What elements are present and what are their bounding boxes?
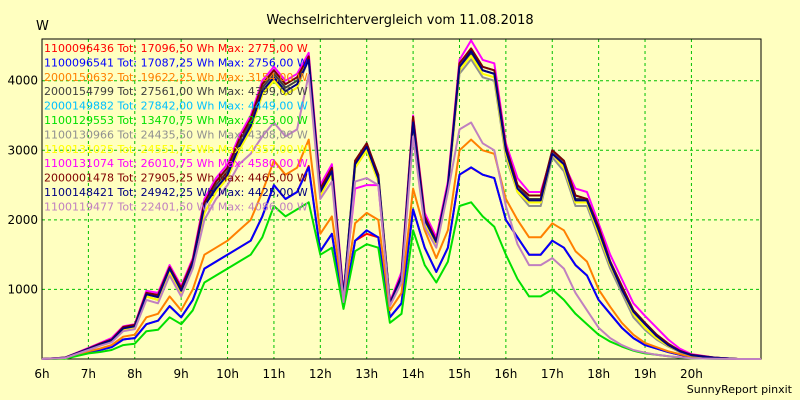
series-line-2000150632 — [41, 138, 761, 360]
series-line-1100129553 — [41, 201, 761, 360]
x-tick-label: 8h — [127, 367, 142, 381]
legend-entry-2000154799: 2000154799 Tot: 27561,00 Wh Max: 4399,00… — [44, 85, 308, 98]
legend-entry-1100148421: 1100148421 Tot: 24942,25 Wh Max: 4425,00… — [44, 186, 308, 199]
series-line-1100148421 — [41, 50, 761, 360]
x-tick-label: 15h — [448, 367, 471, 381]
legend-entry-1100119477: 1100119477 Tot: 22401,50 Wh Max: 4086,00… — [44, 200, 308, 213]
plot-frame — [41, 38, 762, 360]
x-tick-label: 14h — [402, 367, 425, 381]
x-tick-label: 9h — [174, 367, 189, 381]
y-tick-label: 1000 — [7, 282, 38, 296]
y-axis-ticks: 1000 2000 3000 4000 — [7, 74, 38, 297]
legend-entry-2000150632: 2000150632 Tot: 19622,25 Wh Max: 3154,00… — [44, 71, 308, 84]
x-tick-label: 12h — [309, 367, 332, 381]
legend-entry-1100130966: 1100130966 Tot: 24435,50 Wh Max: 4308,00… — [44, 128, 308, 141]
chart-title: Wechselrichtervergleich vom 11.08.2018 — [266, 13, 533, 28]
y-tick-label: 3000 — [7, 143, 38, 157]
x-tick-label: 11h — [262, 367, 285, 381]
legend-entry-1100129553: 1100129553 Tot: 13470,75 Wh Max: 2253,00… — [44, 114, 308, 127]
x-tick-label: 17h — [541, 367, 564, 381]
x-tick-label: 16h — [494, 367, 517, 381]
legend-entry-1100131025: 1100131025 Tot: 24551,75 Wh Max: 4357,00… — [44, 143, 308, 156]
y-tick-label: 4000 — [7, 74, 38, 88]
legend-entry-1100131074: 1100131074 Tot: 26010,75 Wh Max: 4580,00… — [44, 157, 308, 170]
legend: 1100096436 Tot: 17096,50 Wh Max: 2775,00… — [44, 42, 308, 213]
x-axis-ticks: 6h 7h 8h 9h 10h 11h 12h 13h 14h 15h 16h 17h 18h 19h 20… — [34, 367, 702, 381]
legend-entry-2000149882: 2000149882 Tot: 27842,00 Wh Max: 4449,00… — [44, 100, 308, 113]
series-line-1100096541 — [41, 166, 761, 360]
legend-entry-1100096436: 1100096436 Tot: 17096,50 Wh Max: 2775,00… — [44, 42, 308, 55]
x-tick-label: 13h — [355, 367, 378, 381]
legend-entry-1100096541: 1100096541 Tot: 17087,25 Wh Max: 2756,00… — [44, 56, 308, 69]
y-axis-unit: W — [36, 19, 49, 34]
x-tick-label: 19h — [634, 367, 657, 381]
x-tick-label: 10h — [216, 367, 239, 381]
legend-entry-2000001478: 2000001478 Tot: 27905,25 Wh Max: 4465,00… — [44, 172, 308, 185]
x-tick-label: 18h — [587, 367, 610, 381]
x-tick-label: 20h — [680, 367, 703, 381]
x-tick-label: 6h — [34, 367, 49, 381]
series-lines — [41, 39, 761, 360]
footer-credit: SunnyReport pinxit — [687, 383, 793, 396]
x-tick-label: 7h — [81, 367, 96, 381]
series-line-1100119477 — [41, 73, 761, 360]
y-tick-label: 2000 — [7, 213, 38, 227]
